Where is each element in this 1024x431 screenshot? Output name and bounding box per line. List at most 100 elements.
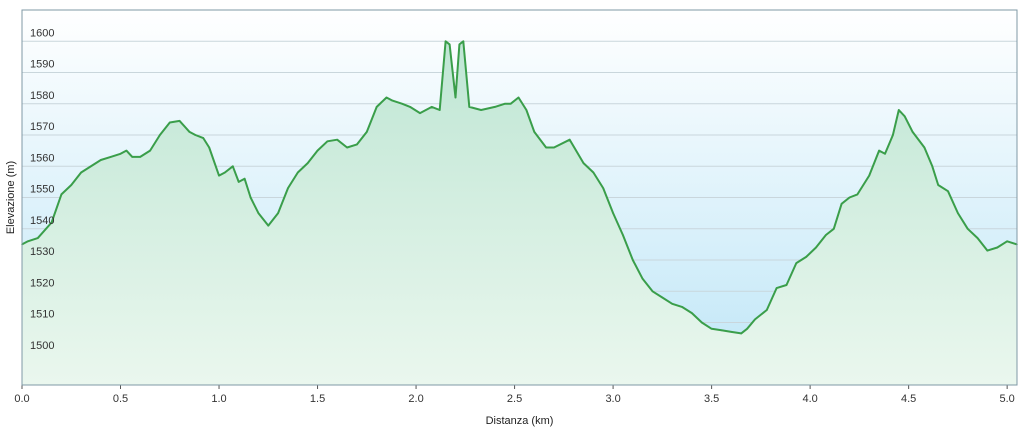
elevation-point bbox=[224, 171, 226, 174]
elevation-point bbox=[385, 96, 388, 99]
elevation-point bbox=[832, 227, 835, 230]
elevation-point bbox=[966, 227, 969, 230]
elevation-point bbox=[391, 99, 394, 102]
elevation-point bbox=[612, 212, 614, 214]
elevation-point bbox=[976, 237, 979, 239]
elevation-point bbox=[923, 146, 926, 149]
elevation-point bbox=[178, 120, 181, 122]
elevation-point bbox=[878, 149, 880, 152]
elevation-point bbox=[1006, 240, 1008, 243]
elevation-point bbox=[36, 237, 39, 239]
elevation-point bbox=[815, 246, 817, 249]
elevation-point bbox=[903, 115, 906, 118]
x-tick-label: 2.0 bbox=[408, 393, 423, 405]
elevation-point bbox=[267, 224, 270, 227]
elevation-point bbox=[80, 171, 82, 174]
x-tick-label: 0.5 bbox=[113, 393, 128, 405]
elevation-point bbox=[911, 131, 914, 133]
elevation-point bbox=[622, 234, 624, 236]
elevation-point bbox=[237, 181, 240, 183]
elevation-point bbox=[795, 262, 798, 264]
x-tick-label: 3.0 bbox=[605, 393, 620, 405]
x-tick-label: 5.0 bbox=[1000, 393, 1015, 405]
plot-frame bbox=[21, 9, 1018, 386]
elevation-point bbox=[131, 156, 134, 158]
elevation-point bbox=[480, 109, 482, 111]
elevation-point bbox=[509, 102, 512, 105]
elevation-point bbox=[202, 137, 205, 139]
elevation-point bbox=[631, 259, 634, 261]
elevation-point bbox=[671, 302, 673, 305]
elevation-point bbox=[188, 131, 191, 133]
x-tick-label: 0.0 bbox=[14, 393, 29, 405]
elevation-point bbox=[306, 162, 309, 164]
y-tick-label: 1520 bbox=[30, 277, 54, 289]
elevation-point bbox=[218, 174, 220, 177]
elevation-point bbox=[119, 152, 122, 155]
elevation-point bbox=[641, 277, 644, 280]
elevation-point bbox=[765, 309, 768, 311]
x-tick-label: 4.0 bbox=[802, 393, 817, 405]
elevation-point bbox=[805, 256, 807, 258]
elevation-point bbox=[754, 318, 756, 321]
elevation-point bbox=[825, 234, 827, 236]
x-tick-label: 1.5 bbox=[310, 393, 325, 405]
elevation-point bbox=[316, 149, 319, 152]
elevation-point bbox=[346, 146, 348, 149]
elevation-point bbox=[356, 143, 358, 146]
elevation-point bbox=[525, 109, 528, 111]
elevation-point bbox=[468, 106, 471, 108]
elevation-point bbox=[27, 240, 29, 243]
elevation-point bbox=[454, 96, 457, 99]
elevation-point bbox=[710, 327, 713, 330]
elevation-point bbox=[257, 212, 260, 214]
elevation-point bbox=[287, 187, 289, 189]
y-tick-label: 1590 bbox=[30, 59, 54, 71]
y-tick-label: 1580 bbox=[30, 90, 54, 102]
elevation-point bbox=[568, 138, 571, 141]
y-tick-label: 1500 bbox=[30, 340, 54, 352]
elevation-point bbox=[277, 212, 279, 214]
elevation-point bbox=[730, 331, 733, 333]
elevation-point bbox=[746, 327, 748, 330]
elevation-point bbox=[60, 193, 63, 196]
elevation-point bbox=[438, 109, 441, 111]
elevation-point bbox=[419, 112, 421, 114]
elevation-point bbox=[892, 134, 894, 136]
elevation-point bbox=[996, 246, 999, 249]
x-tick-label: 4.5 bbox=[901, 393, 916, 405]
elevation-area bbox=[22, 41, 1017, 386]
elevation-point bbox=[884, 152, 886, 155]
elevation-point bbox=[462, 40, 465, 43]
elevation-point bbox=[986, 249, 989, 252]
x-axis-title: Distanza (km) bbox=[486, 415, 554, 427]
elevation-point bbox=[651, 290, 654, 293]
elevation-point bbox=[957, 212, 959, 214]
elevation-point bbox=[297, 171, 299, 174]
elevation-point bbox=[785, 284, 788, 286]
elevation-point bbox=[448, 43, 451, 46]
elevation-point bbox=[740, 332, 742, 335]
elevation-point bbox=[401, 102, 404, 105]
elevation-point bbox=[168, 121, 171, 124]
elevation-point bbox=[691, 312, 693, 314]
elevation-point bbox=[856, 193, 859, 196]
elevation-point bbox=[249, 196, 252, 199]
elevation-point bbox=[494, 106, 496, 108]
elevation-point bbox=[553, 146, 555, 149]
elevation-point bbox=[100, 159, 102, 161]
elevation-point bbox=[50, 221, 53, 224]
elevation-point bbox=[661, 296, 664, 299]
elevation-point bbox=[503, 102, 506, 105]
elevation-point bbox=[458, 43, 461, 46]
x-tick-label: 3.5 bbox=[704, 393, 719, 405]
elevation-point bbox=[517, 96, 520, 99]
x-tick-label: 2.5 bbox=[507, 393, 522, 405]
elevation-point bbox=[775, 287, 778, 289]
elevation-point bbox=[947, 190, 949, 193]
y-tick-label: 1530 bbox=[30, 246, 54, 258]
elevation-point bbox=[326, 140, 329, 143]
elevation-point bbox=[159, 134, 161, 136]
y-tick-label: 1600 bbox=[30, 27, 54, 39]
